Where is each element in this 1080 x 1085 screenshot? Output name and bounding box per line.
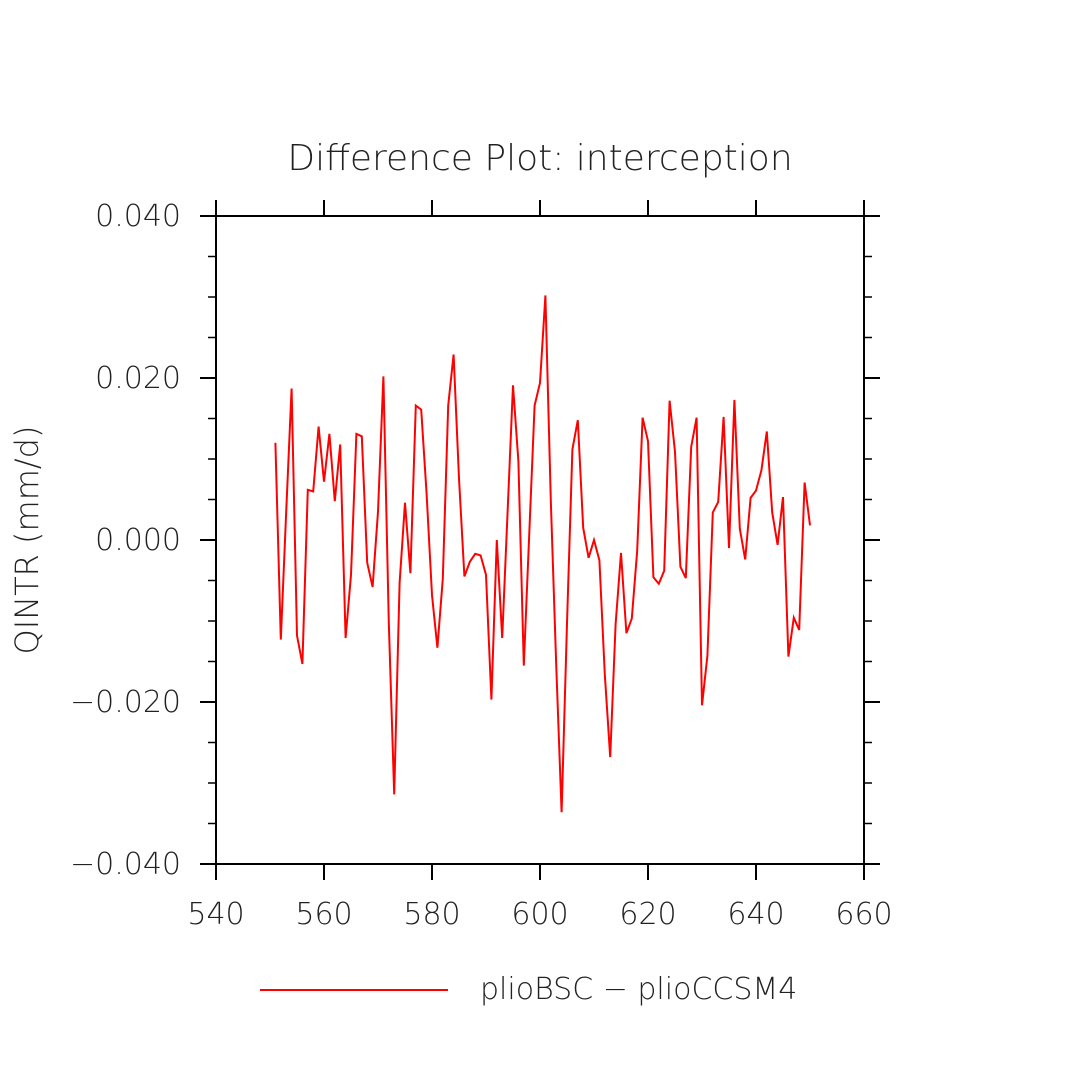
y-tick-label: 0.000	[95, 523, 181, 558]
y-tick-label: −0.040	[70, 847, 181, 882]
chart-title: Difference Plot: interception	[287, 138, 792, 179]
y-tick-label: −0.020	[70, 685, 181, 720]
x-tick-label: 600	[511, 897, 568, 932]
y-axis-label: QINTR (mm/d)	[8, 426, 46, 655]
series-layer	[274, 295, 811, 813]
x-tick-label: 640	[727, 897, 784, 932]
x-tick-label: 660	[835, 897, 892, 932]
x-tick-label: 540	[187, 897, 244, 932]
series-line	[274, 295, 811, 813]
plot-area	[215, 215, 865, 865]
y-tick-label: 0.040	[95, 199, 181, 234]
legend-label: plioBSC − plioCCSM4	[480, 972, 797, 1007]
x-tick-label: 580	[403, 897, 460, 932]
x-tick-label: 620	[619, 897, 676, 932]
y-tick-label: 0.020	[95, 361, 181, 396]
legend: plioBSC − plioCCSM4	[260, 972, 797, 1007]
plot-frame	[215, 215, 865, 865]
x-tick-label: 560	[295, 897, 352, 932]
axis-ticks	[200, 200, 880, 880]
axis-tick-labels: 540 560 580 600 620 640 660 −0.040 −0.020 0.000 0.…	[70, 199, 893, 932]
